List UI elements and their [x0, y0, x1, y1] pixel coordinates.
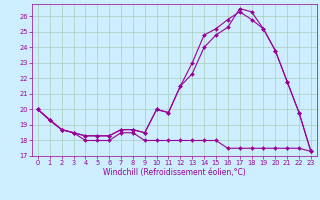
X-axis label: Windchill (Refroidissement éolien,°C): Windchill (Refroidissement éolien,°C) [103, 168, 246, 177]
